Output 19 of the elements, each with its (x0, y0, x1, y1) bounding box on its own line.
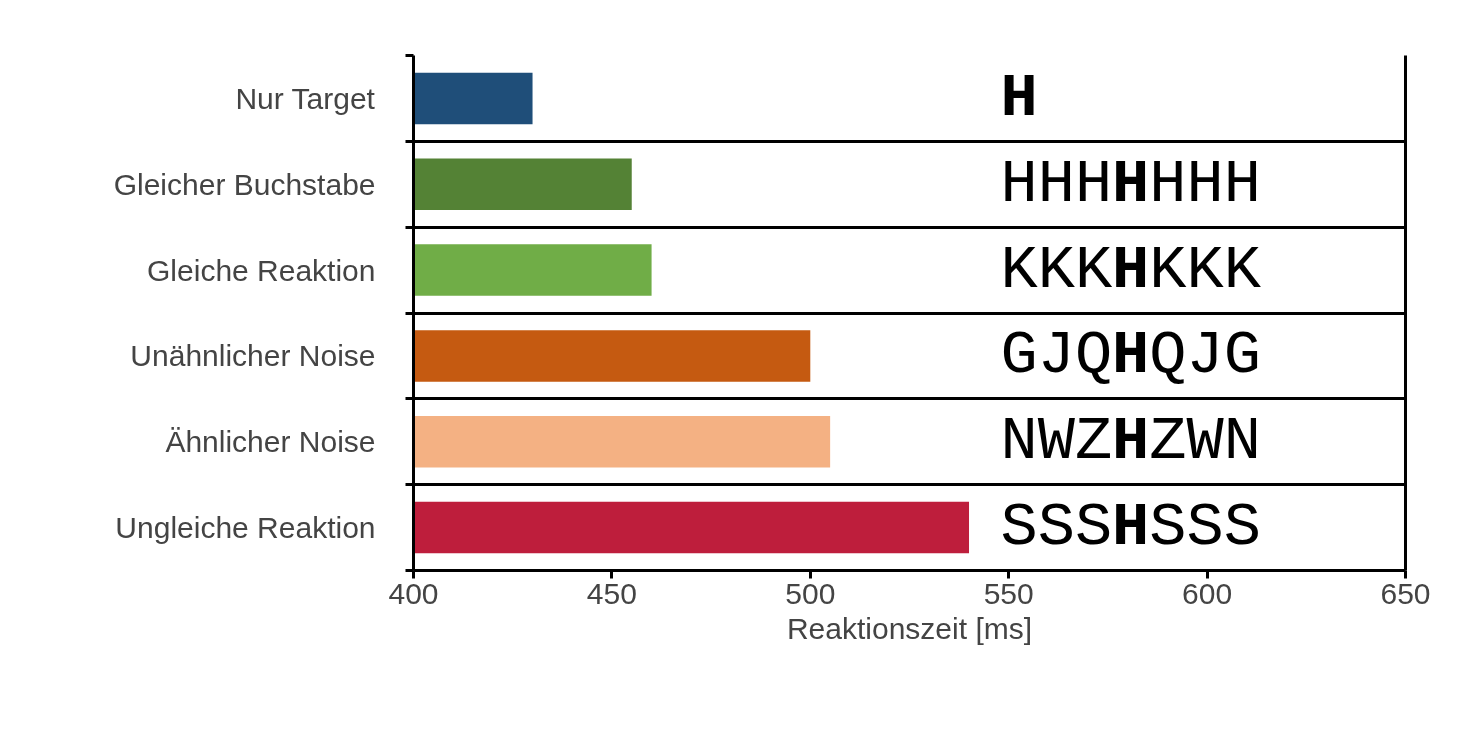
y-tick-label: Gleicher Buchstabe (113, 167, 376, 201)
y-tick-label: Nur Target (235, 81, 376, 115)
y-tick-label: Ähnlicher Noise (165, 425, 376, 459)
x-tick-label: 450 (586, 576, 637, 610)
annotation: NWZHZWN (1000, 406, 1261, 478)
x-axis-title: Reaktionszeit [ms] (786, 611, 1033, 645)
y-tick-label: Gleiche Reaktion (147, 253, 376, 287)
x-tick-label: 500 (785, 576, 836, 610)
y-tick-label: Unähnlicher Noise (130, 339, 376, 373)
annotation: SSSHSSS (1000, 492, 1261, 564)
annotation: HHHHHHH (1000, 148, 1261, 220)
x-tick-label: 550 (983, 576, 1034, 610)
x-tick-label: 600 (1182, 576, 1233, 610)
annotation: H (1000, 62, 1038, 134)
annotation: KKKHKKK (1000, 234, 1262, 306)
y-tick-label: Ungleiche Reaktion (115, 511, 376, 545)
x-tick-label: 400 (388, 576, 439, 610)
x-tick-label: 650 (1380, 576, 1431, 610)
annotation: GJQHQJG (1000, 320, 1261, 392)
